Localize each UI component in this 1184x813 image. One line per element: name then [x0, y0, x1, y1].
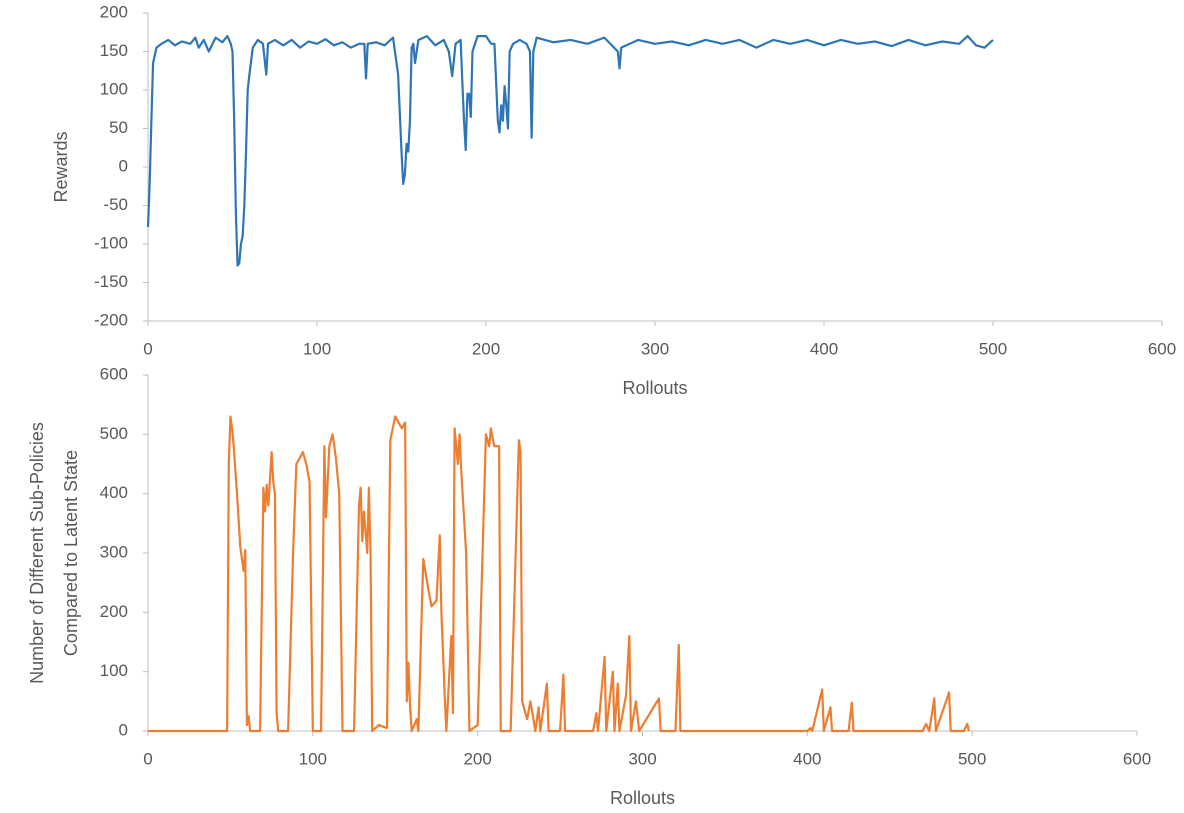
- x-tick-label: 600: [1123, 749, 1151, 768]
- y-tick-label: -200: [94, 310, 128, 329]
- x-tick-label: 500: [979, 339, 1007, 358]
- x-tick-label: 100: [303, 339, 331, 358]
- y-tick-label: 0: [119, 156, 128, 175]
- x-tick-label: 0: [143, 339, 152, 358]
- y-tick-label: 200: [100, 2, 128, 21]
- y-tick-label: 200: [100, 602, 128, 621]
- y-tick-label: 100: [100, 661, 128, 680]
- x-tick-label: 300: [641, 339, 669, 358]
- y-axis-title: Number of Different Sub-Policies: [27, 422, 47, 684]
- x-tick-label: 0: [143, 749, 152, 768]
- x-tick-label: 400: [810, 339, 838, 358]
- x-tick-label: 500: [958, 749, 986, 768]
- y-tick-label: 300: [100, 542, 128, 561]
- x-tick-label: 100: [299, 749, 327, 768]
- data-line: [148, 415, 970, 733]
- x-tick-label: 200: [463, 749, 491, 768]
- y-tick-label: 50: [109, 118, 128, 137]
- y-axis-title: Compared to Latent State: [61, 450, 81, 656]
- y-axis-title: Rewards: [51, 131, 71, 202]
- y-tick-label: -150: [94, 272, 128, 291]
- y-tick-label: 100: [100, 79, 128, 98]
- data-line: [146, 35, 994, 267]
- x-axis-title: Rollouts: [610, 788, 675, 808]
- x-tick-label: 400: [793, 749, 821, 768]
- y-tick-label: 400: [100, 483, 128, 502]
- y-tick-label: 0: [119, 720, 128, 739]
- x-tick-label: 300: [628, 749, 656, 768]
- x-tick-label: 600: [1148, 339, 1176, 358]
- y-tick-label: -100: [94, 233, 128, 252]
- y-tick-label: 600: [100, 364, 128, 383]
- x-tick-label: 200: [472, 339, 500, 358]
- y-tick-label: 150: [100, 41, 128, 60]
- y-tick-label: 500: [100, 424, 128, 443]
- y-tick-label: -50: [103, 195, 128, 214]
- x-axis-title: Rollouts: [622, 378, 687, 398]
